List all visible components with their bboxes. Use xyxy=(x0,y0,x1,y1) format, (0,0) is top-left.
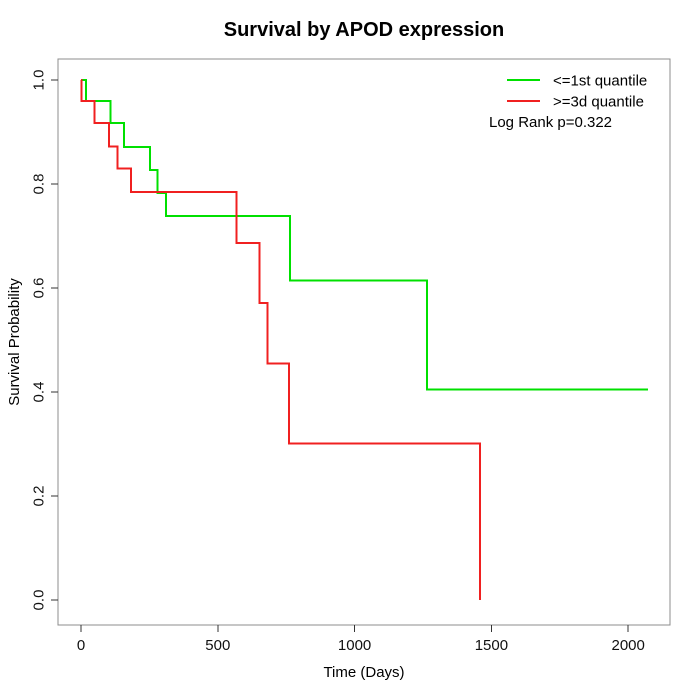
logrank-annotation: Log Rank p=0.322 xyxy=(489,114,612,131)
survival-curve-red xyxy=(80,79,481,600)
x-axis-title: Time (Days) xyxy=(323,664,404,681)
chart-title: Survival by APOD expression xyxy=(224,19,504,41)
y-axis-tick-label: 0.4 xyxy=(31,382,48,403)
y-axis-tick-label: 0.8 xyxy=(31,174,48,195)
y-axis-tick-label: 0.6 xyxy=(31,278,48,299)
x-axis-tick-label: 1000 xyxy=(338,637,371,654)
x-axis-tick-label: 500 xyxy=(205,637,230,654)
y-axis: 0.0 0.2 0.4 0.6 0.8 1.0 xyxy=(31,70,58,611)
plot-box xyxy=(57,58,671,626)
x-axis-tick-label: 0 xyxy=(77,637,85,654)
x-axis-tick-label: 2000 xyxy=(612,637,645,654)
legend-label-red: >=3d quantile xyxy=(553,94,644,111)
curves-layer xyxy=(80,79,649,600)
y-axis-title: Survival Probability xyxy=(6,278,23,406)
legend: <=1st quantile >=3d quantile Log Rank p=… xyxy=(489,73,647,132)
y-axis-tick-label: 0.0 xyxy=(31,590,48,611)
x-axis-tick-label: 1500 xyxy=(475,637,508,654)
survival-curve-green xyxy=(81,79,649,391)
y-axis-tick-label: 1.0 xyxy=(31,70,48,91)
x-axis: 0 500 1000 1500 2000 xyxy=(77,625,645,654)
legend-label-green: <=1st quantile xyxy=(553,73,647,90)
y-axis-tick-label: 0.2 xyxy=(31,486,48,507)
